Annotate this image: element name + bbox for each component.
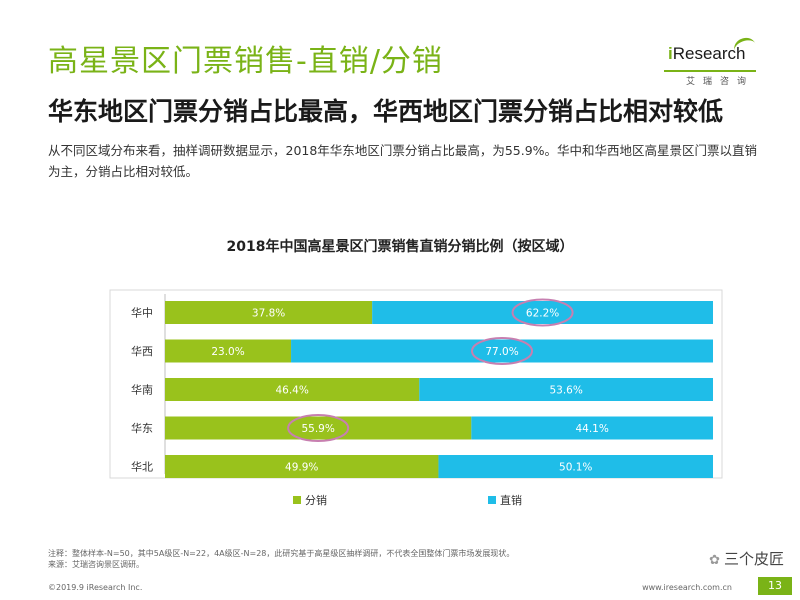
bar-zhixiao-0 xyxy=(372,301,713,324)
footnote-source: 来源：艾瑞咨询景区调研。 xyxy=(48,560,144,569)
bar-zhixiao-3 xyxy=(471,416,713,440)
footnote: 注释：整体样本-N=50，其中5A级区-N=22，4A级区-N=28，此研究基于… xyxy=(48,548,514,570)
logo-word: Research xyxy=(672,44,746,63)
data-label: 44.1% xyxy=(575,423,608,435)
copyright: ©2019.9 iResearch Inc. xyxy=(48,583,143,592)
iresearch-logo: iResearch 艾瑞咨询 xyxy=(664,34,759,87)
bar-fenxiao-3 xyxy=(165,416,472,440)
bar-zhixiao-4 xyxy=(438,455,713,478)
category-label: 华中 xyxy=(131,306,153,320)
bar-fenxiao-2 xyxy=(165,378,420,401)
category-label: 华北 xyxy=(131,460,153,474)
category-label: 华西 xyxy=(131,344,153,358)
page-number: 13 xyxy=(758,577,792,595)
watermark: ✿ 三个皮匠 xyxy=(705,548,788,569)
data-label: 50.1% xyxy=(559,462,592,474)
wechat-icon: ✿ xyxy=(709,553,720,568)
category-label: 华东 xyxy=(131,421,153,435)
legend-swatch-0 xyxy=(293,496,301,504)
chart-title: 2018年中国高星景区门票销售直销分销比例（按区域） xyxy=(226,239,574,255)
logo-text: iResearch xyxy=(668,44,746,64)
legend-label: 直销 xyxy=(500,493,522,507)
data-label: 62.2% xyxy=(526,308,559,320)
bar-fenxiao-4 xyxy=(165,455,439,478)
website: www.iresearch.com.cn xyxy=(642,583,732,592)
highlight-circle xyxy=(511,298,574,327)
highlight-circle xyxy=(471,337,534,365)
logo-subtitle: 艾瑞咨询 xyxy=(685,77,754,87)
footnote-note: 注释：整体样本-N=50，其中5A级区-N=22，4A级区-N=28，此研究基于… xyxy=(48,549,515,558)
data-label: 77.0% xyxy=(485,346,518,358)
bar-fenxiao-0 xyxy=(165,301,373,324)
legend-swatch-1 xyxy=(488,496,496,504)
bar-zhixiao-1 xyxy=(291,339,713,363)
data-label: 37.8% xyxy=(252,308,285,320)
legend-label: 分销 xyxy=(305,493,327,507)
highlight-circle xyxy=(287,414,350,442)
data-label: 49.9% xyxy=(285,462,318,474)
logo-mark: iResearch xyxy=(664,34,759,72)
page-title: 高星景区门票销售-直销/分销 xyxy=(48,44,443,79)
data-label: 46.4% xyxy=(275,385,308,397)
bar-fenxiao-1 xyxy=(165,339,292,363)
data-label: 23.0% xyxy=(211,346,244,358)
data-label: 53.6% xyxy=(549,385,582,397)
data-label: 55.9% xyxy=(301,423,334,435)
category-label: 华南 xyxy=(131,383,153,397)
logo-i: i xyxy=(668,44,673,63)
page-subtitle: 华东地区门票分销占比最高，华西地区门票分销占比相对较低 xyxy=(48,97,724,126)
page-description: 从不同区域分布来看，抽样调研数据显示，2018年华东地区门票分销占比最高，为55… xyxy=(48,143,758,179)
bar-zhixiao-2 xyxy=(419,378,713,401)
watermark-text: 三个皮匠 xyxy=(723,550,784,568)
